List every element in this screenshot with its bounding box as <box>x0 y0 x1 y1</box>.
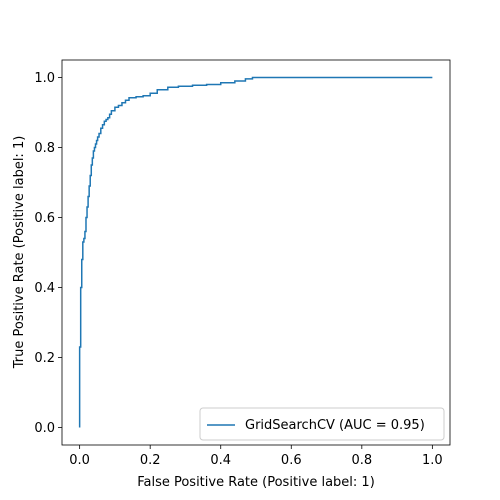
roc-curve-line-0 <box>78 76 433 428</box>
y-axis-ticks: 0.0 0.2 0.4 0.6 0.8 1.0 <box>34 71 62 436</box>
y-tick-label: 0.2 <box>34 351 55 366</box>
y-tick-label: 0.8 <box>34 141 55 156</box>
legend: GridSearchCV (AUC = 0.95) <box>199 407 445 441</box>
x-tick-label: 0.4 <box>210 453 231 468</box>
plot-area <box>61 59 451 446</box>
y-tick-label: 1.0 <box>34 71 55 86</box>
x-axis-ticks: 0.0 0.2 0.4 0.6 0.8 1.0 <box>69 445 443 468</box>
y-tick-label: 0.4 <box>34 281 55 296</box>
legend-box <box>199 407 445 441</box>
y-tick-label: 0.6 <box>34 211 55 226</box>
x-tick-label: 0.0 <box>69 453 90 468</box>
plot-background <box>62 60 450 445</box>
x-axis-label: False Positive Rate (Positive label: 1) <box>137 475 375 490</box>
x-tick-label: 0.6 <box>281 453 302 468</box>
legend-label-gridsearchcv: GridSearchCV (AUC = 0.95) <box>245 418 425 433</box>
plot-frame <box>61 59 451 446</box>
y-tick-label: 0.0 <box>34 421 55 436</box>
x-tick-label: 0.2 <box>140 453 161 468</box>
x-tick-label: 0.8 <box>351 453 372 468</box>
y-axis-label: True Positive Rate (Positive label: 1) <box>12 136 27 370</box>
x-tick-label: 1.0 <box>422 453 443 468</box>
